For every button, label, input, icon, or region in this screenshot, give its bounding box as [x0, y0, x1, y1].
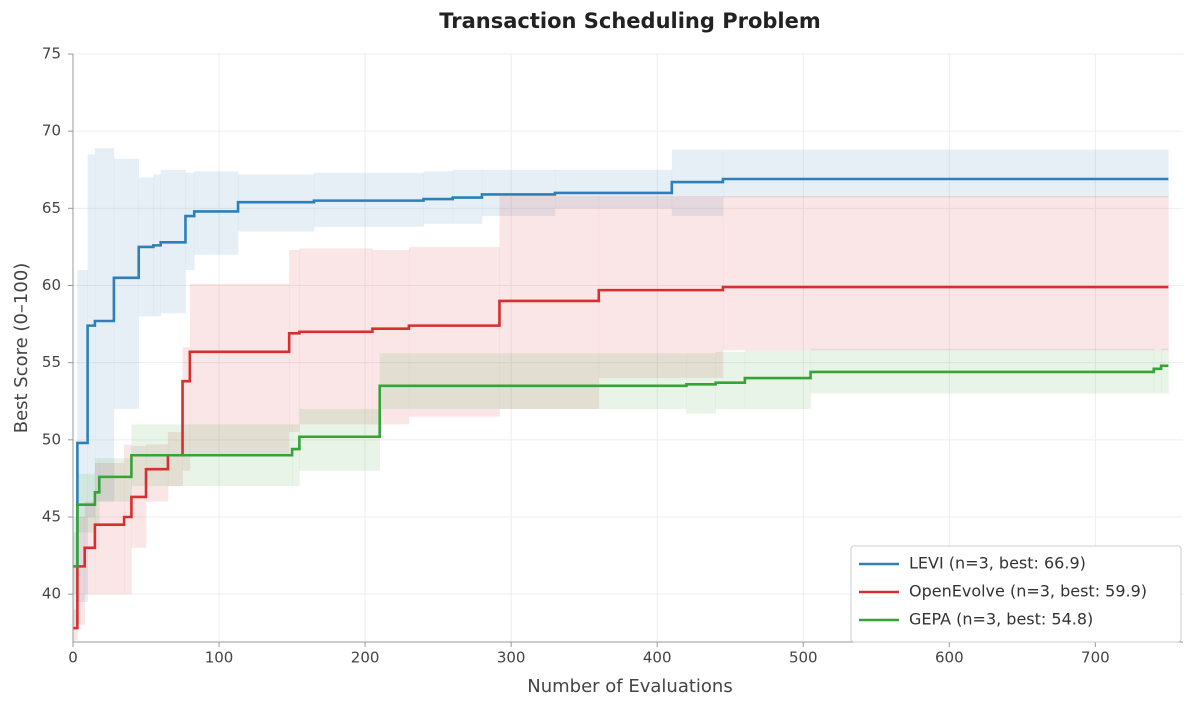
- y-tick-label: 75: [42, 45, 61, 63]
- y-tick-label: 50: [42, 430, 61, 448]
- score-line: [73, 177, 1169, 568]
- x-tick-label: 700: [1081, 649, 1110, 667]
- confidence-band: [73, 609, 78, 641]
- chart-title: Transaction Scheduling Problem: [439, 9, 821, 33]
- legend-label: OpenEvolve (n=3, best: 59.9): [909, 582, 1147, 601]
- confidence-band: [185, 172, 195, 271]
- confidence-band: [299, 408, 381, 471]
- confidence-band: [1153, 350, 1162, 394]
- x-tick-label: 100: [205, 649, 234, 667]
- confidence-band: [423, 171, 454, 224]
- confidence-band: [744, 350, 811, 409]
- x-tick-label: 400: [643, 649, 672, 667]
- x-tick-label: 500: [789, 649, 818, 667]
- legend: LEVI (n=3, best: 66.9) OpenEvolve (n=3, b…: [850, 545, 1182, 643]
- confidence-band: [73, 516, 78, 626]
- confidence-band: [94, 148, 115, 502]
- confidence-band: [77, 270, 88, 602]
- confidence-band: [77, 473, 96, 533]
- grid: 40 45 50 55 60 65 70 75 0 100 200 300 400 500 600 700: [42, 45, 1183, 667]
- x-tick-label: 600: [935, 649, 964, 667]
- confidence-band: [289, 250, 300, 433]
- confidence-band: [194, 171, 239, 255]
- score-line: [73, 364, 1169, 568]
- confidence-band: [722, 149, 1169, 198]
- confidence-band: [554, 169, 673, 209]
- x-axis-label: Number of Evaluations: [527, 676, 732, 697]
- y-tick-label: 70: [42, 122, 61, 140]
- confidence-band: [73, 532, 78, 595]
- confidence-band: [99, 458, 132, 502]
- confidence-band: [499, 195, 600, 409]
- confidence-band: [598, 195, 724, 379]
- y-tick-label: 65: [42, 199, 61, 217]
- score-line: [73, 285, 1169, 630]
- confidence-band: [87, 154, 96, 517]
- y-axis-label: Best Score (0–100): [11, 263, 32, 434]
- bands: [73, 148, 1169, 641]
- y-tick-label: 60: [42, 276, 61, 294]
- x-tick-label: 300: [497, 649, 526, 667]
- y-tick-label: 55: [42, 353, 61, 371]
- confidence-band: [167, 432, 183, 487]
- x-tick-label: 200: [351, 649, 380, 667]
- confidence-band: [146, 444, 169, 502]
- legend-box: [850, 545, 1182, 643]
- confidence-band: [299, 248, 373, 425]
- confidence-band: [379, 353, 687, 409]
- confidence-band: [113, 158, 140, 409]
- confidence-band: [77, 516, 85, 626]
- confidence-band: [124, 444, 132, 595]
- legend-label: LEVI (n=3, best: 66.9): [909, 554, 1086, 573]
- confidence-band: [481, 169, 556, 217]
- confidence-band: [1161, 348, 1169, 394]
- y-tick-label: 40: [42, 585, 61, 603]
- y-tick-label: 45: [42, 507, 61, 525]
- confidence-band: [189, 283, 290, 456]
- x-tick-label: 0: [68, 649, 78, 667]
- confidence-band: [408, 246, 500, 417]
- lines: [73, 177, 1169, 630]
- confidence-band: [722, 195, 1169, 351]
- confidence-band: [182, 347, 191, 471]
- confidence-band: [292, 424, 300, 487]
- confidence-band: [715, 351, 746, 409]
- legend-label: GEPA (n=3, best: 54.8): [909, 610, 1093, 629]
